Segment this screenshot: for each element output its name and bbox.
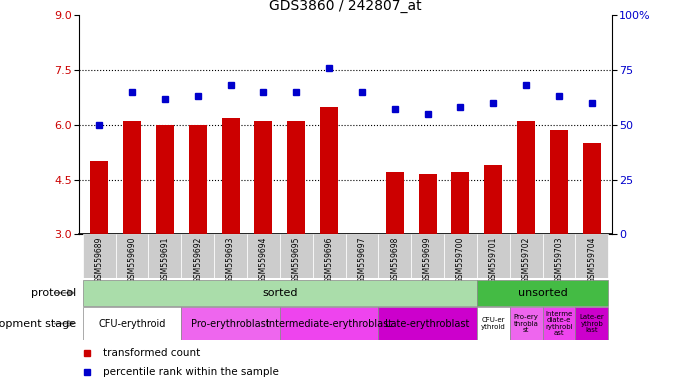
Text: GSM559704: GSM559704 — [587, 237, 596, 283]
Bar — [90, 161, 108, 234]
Bar — [83, 307, 181, 340]
Text: GSM559701: GSM559701 — [489, 237, 498, 283]
Text: GSM559700: GSM559700 — [456, 237, 465, 283]
Bar — [312, 234, 346, 278]
Bar — [379, 234, 411, 278]
Bar — [510, 307, 542, 340]
Text: GSM559691: GSM559691 — [160, 237, 169, 283]
Bar — [517, 121, 535, 234]
Text: sorted: sorted — [262, 288, 298, 298]
Text: GSM559696: GSM559696 — [325, 237, 334, 283]
Bar — [411, 234, 444, 278]
Bar — [451, 172, 469, 234]
Bar — [550, 130, 568, 234]
Bar — [115, 234, 149, 278]
Text: Interme
diate-e
rythrobl
ast: Interme diate-e rythrobl ast — [545, 311, 573, 336]
Text: Pro-ery
throbla
st: Pro-ery throbla st — [513, 314, 538, 333]
Bar — [379, 307, 477, 340]
Text: GSM559699: GSM559699 — [423, 237, 432, 283]
Text: GSM559693: GSM559693 — [226, 237, 235, 283]
Text: Pro-erythroblast: Pro-erythroblast — [191, 318, 270, 329]
Bar — [477, 280, 608, 306]
Bar — [247, 234, 280, 278]
Bar — [222, 118, 240, 234]
Bar — [542, 307, 576, 340]
Bar — [576, 234, 608, 278]
Text: GSM559698: GSM559698 — [390, 237, 399, 283]
Bar — [477, 234, 510, 278]
Text: CFU-erythroid: CFU-erythroid — [98, 318, 166, 329]
Bar — [510, 234, 542, 278]
Text: GSM559690: GSM559690 — [128, 237, 137, 283]
Bar — [123, 121, 141, 234]
Bar — [542, 234, 576, 278]
Text: GSM559692: GSM559692 — [193, 237, 202, 283]
Bar — [346, 234, 379, 278]
Bar — [353, 233, 371, 234]
Bar — [149, 234, 181, 278]
Bar — [83, 234, 115, 278]
Text: GSM559694: GSM559694 — [259, 237, 268, 283]
Text: GSM559689: GSM559689 — [95, 237, 104, 283]
Text: CFU-er
ythroid: CFU-er ythroid — [481, 317, 506, 330]
Bar — [419, 174, 437, 234]
Bar — [83, 280, 477, 306]
Bar — [254, 121, 272, 234]
Bar — [576, 307, 608, 340]
Text: GSM559697: GSM559697 — [357, 237, 366, 283]
Text: GSM559695: GSM559695 — [292, 237, 301, 283]
Bar — [287, 121, 305, 234]
Bar — [181, 234, 214, 278]
Bar — [583, 143, 601, 234]
Text: Late-erythroblast: Late-erythroblast — [386, 318, 470, 329]
Bar — [156, 125, 174, 234]
Text: Intermediate-erythroblast: Intermediate-erythroblast — [266, 318, 392, 329]
Bar — [477, 307, 510, 340]
Bar — [484, 165, 502, 234]
Bar — [320, 107, 338, 234]
Bar — [280, 234, 312, 278]
Title: GDS3860 / 242807_at: GDS3860 / 242807_at — [269, 0, 422, 13]
Bar — [444, 234, 477, 278]
Bar — [181, 307, 280, 340]
Text: unsorted: unsorted — [518, 288, 567, 298]
Text: GSM559702: GSM559702 — [522, 237, 531, 283]
Text: percentile rank within the sample: percentile rank within the sample — [104, 367, 279, 377]
Bar — [386, 172, 404, 234]
Text: GSM559703: GSM559703 — [554, 237, 563, 283]
Text: Late-er
ythrob
last: Late-er ythrob last — [580, 314, 604, 333]
Bar — [214, 234, 247, 278]
Text: protocol: protocol — [31, 288, 76, 298]
Text: transformed count: transformed count — [104, 348, 200, 358]
Bar — [280, 307, 379, 340]
Bar — [189, 125, 207, 234]
Text: development stage: development stage — [0, 318, 76, 329]
